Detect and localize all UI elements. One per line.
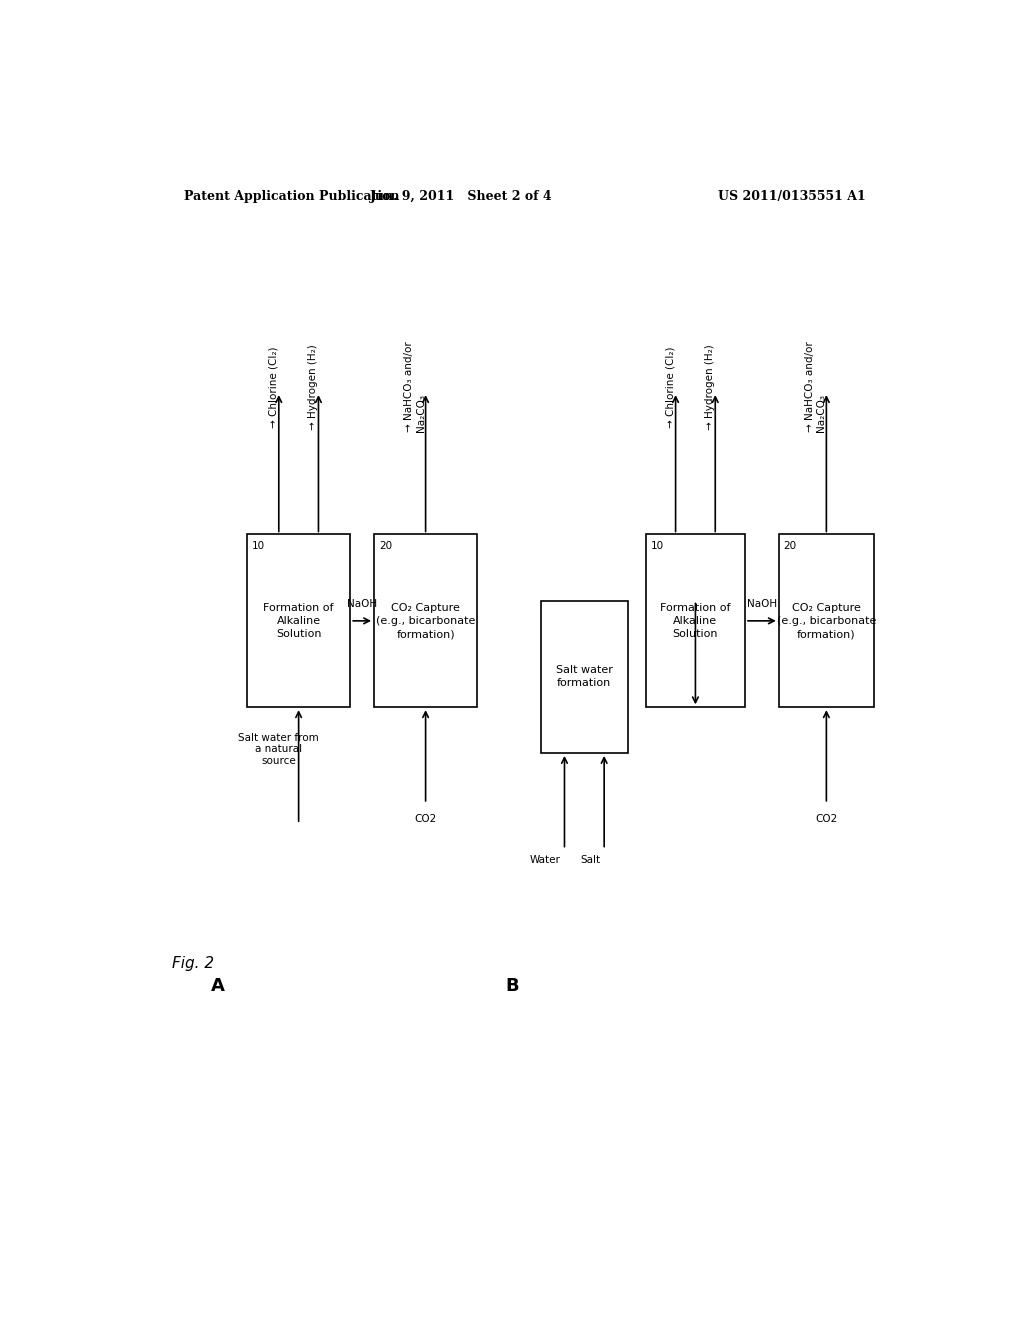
Text: Formation of
Alkaline
Solution: Formation of Alkaline Solution [660,603,731,639]
Text: Salt water
formation: Salt water formation [556,665,612,688]
Bar [247,535,350,708]
Text: NaOH: NaOH [746,599,777,609]
Text: CO2: CO2 [415,814,436,824]
Bar [541,601,628,752]
Text: Water: Water [529,854,560,865]
Bar [779,535,874,708]
Text: → Chlorine (Cl₂): → Chlorine (Cl₂) [666,346,676,428]
Text: CO2: CO2 [815,814,838,824]
Text: Formation of
Alkaline
Solution: Formation of Alkaline Solution [263,603,334,639]
Text: → NaHCO₃ and/or
Na₂CO₃: → NaHCO₃ and/or Na₂CO₃ [805,342,826,433]
Text: 10: 10 [650,541,664,550]
Text: NaOH: NaOH [347,599,377,609]
Text: A: A [211,977,225,994]
Text: Salt: Salt [580,854,600,865]
Text: Patent Application Publication: Patent Application Publication [183,190,399,202]
Text: 10: 10 [252,541,265,550]
Text: Fig. 2: Fig. 2 [172,956,214,972]
Bar [374,535,477,708]
Text: → Hydrogen (H₂): → Hydrogen (H₂) [308,345,318,430]
Text: Jun. 9, 2011   Sheet 2 of 4: Jun. 9, 2011 Sheet 2 of 4 [370,190,553,202]
Text: 20: 20 [379,541,392,550]
Bar [646,535,745,708]
Text: B: B [505,977,518,994]
Text: US 2011/0135551 A1: US 2011/0135551 A1 [718,190,866,202]
Text: 20: 20 [783,541,797,550]
Text: → Chlorine (Cl₂): → Chlorine (Cl₂) [268,346,279,428]
Text: Salt water from
a natural
source: Salt water from a natural source [239,733,319,766]
Text: CO₂ Capture
(e.g., bicarbonate
formation): CO₂ Capture (e.g., bicarbonate formation… [776,603,877,639]
Text: → Hydrogen (H₂): → Hydrogen (H₂) [706,345,715,430]
Text: → NaHCO₃ and/or
Na₂CO₃: → NaHCO₃ and/or Na₂CO₃ [404,342,426,433]
Text: CO₂ Capture
(e.g., bicarbonate
formation): CO₂ Capture (e.g., bicarbonate formation… [376,603,475,639]
